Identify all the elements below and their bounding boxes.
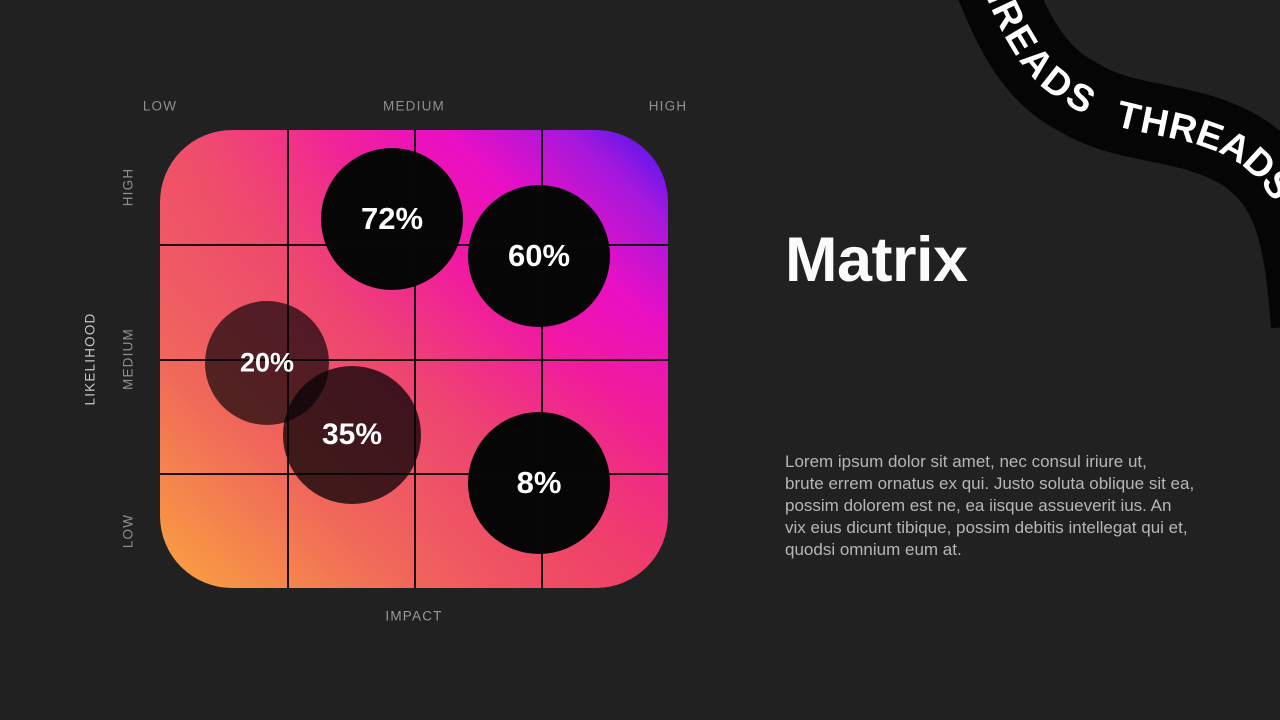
ribbon-band <box>958 0 1280 329</box>
x-tick-low: LOW <box>142 98 178 114</box>
matrix-bubble-value: 60% <box>507 238 571 273</box>
matrix-bubble-value: 72% <box>360 201 424 236</box>
x-axis-title: IMPACT <box>385 608 443 624</box>
grid-hline <box>160 359 668 361</box>
matrix-bubble <box>468 185 610 327</box>
bubble-label-layer: 72% 60% 20% 35% 8% <box>160 130 668 588</box>
matrix-bubble-value: 35% <box>321 418 383 451</box>
x-tick-high: HIGH <box>648 98 688 114</box>
matrix-bubble-value: 8% <box>516 465 562 500</box>
matrix-bubble <box>321 148 463 290</box>
y-axis-title: LIKELIHOOD <box>82 312 98 406</box>
y-tick-high: HIGH <box>120 167 136 207</box>
bubble-circle-layer <box>160 130 668 588</box>
y-tick-low: LOW <box>120 513 136 549</box>
matrix-bubble <box>468 412 610 554</box>
grid-hline <box>160 473 668 475</box>
matrix-gridlines <box>160 130 668 588</box>
y-tick-medium: MEDIUM <box>120 328 136 390</box>
x-tick-medium: MEDIUM <box>383 98 445 114</box>
matrix-bubble <box>283 366 421 504</box>
grid-hline <box>160 244 668 246</box>
risk-matrix: 72% 60% 20% 35% 8% <box>160 130 668 588</box>
matrix-bubble-value: 20% <box>239 347 295 378</box>
body-text: Lorem ipsum dolor sit amet, nec consul i… <box>785 452 1195 559</box>
page-title: Matrix <box>785 225 968 295</box>
